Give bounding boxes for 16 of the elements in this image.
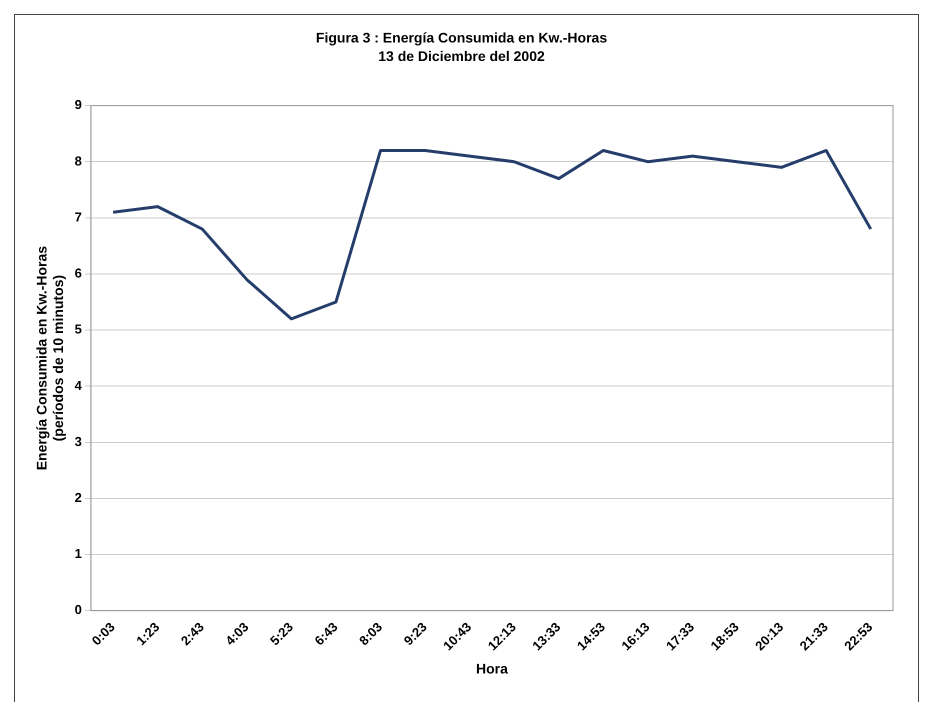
y-tick-label: 6 [74, 266, 82, 281]
chart-title: Figura 3 : Energía Consumida en Kw.-Horas [316, 29, 608, 46]
chart-subtitle: 13 de Diciembre del 2002 [378, 48, 545, 64]
y-tick-label: 4 [74, 378, 83, 393]
y-tick-label: 7 [74, 209, 82, 224]
y-tick-label: 9 [74, 97, 82, 112]
y-tick-label: 1 [74, 546, 82, 562]
y-tick-label: 8 [74, 153, 82, 168]
y-tick-label: 5 [74, 322, 82, 337]
x-tick-label: 0:03 [88, 619, 118, 648]
x-axis-title: Hora [476, 660, 508, 676]
y-tick-label: 2 [74, 490, 82, 505]
x-tick-label: 6:43 [312, 619, 341, 648]
y-tick-label: 0 [74, 602, 82, 618]
y-axis-title: Energía Consumida en Kw.-Horas (períodos de 10 minutos) [33, 246, 66, 470]
y-tick-label: 3 [74, 434, 82, 449]
